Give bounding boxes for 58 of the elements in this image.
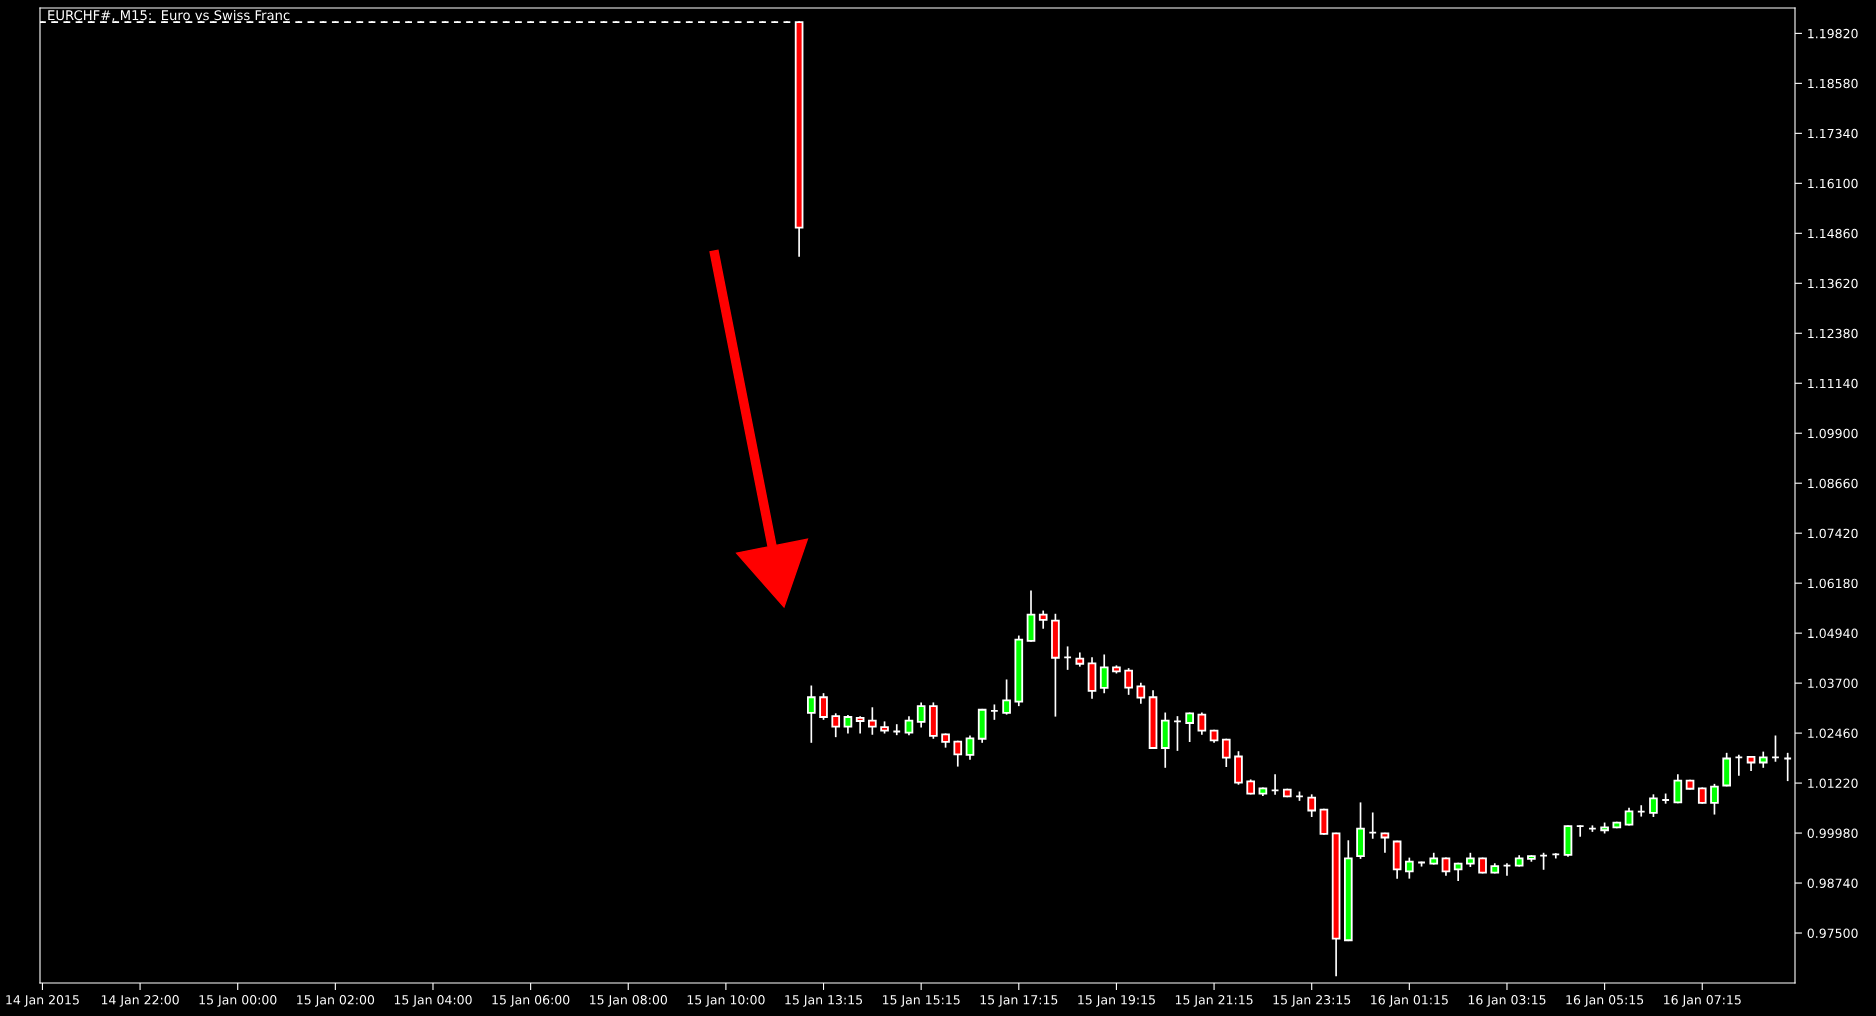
y-tick-label: 1.19820	[1808, 28, 1858, 39]
candlestick	[1673, 774, 1683, 804]
candlestick	[1124, 668, 1133, 695]
candlestick	[1405, 857, 1414, 879]
y-tick-label: 0.99980	[1807, 828, 1858, 838]
candlestick	[1002, 679, 1011, 715]
x-tick-label: 16 Jan 01:15	[1371, 995, 1448, 1007]
candlestick	[868, 707, 877, 735]
x-tick-label: 15 Jan 08:00	[590, 995, 667, 1007]
y-tick-label: 1.17340	[1808, 128, 1858, 139]
y-tick-label: 1.08660	[1808, 478, 1858, 489]
candlestick	[965, 735, 975, 760]
candlestick	[1197, 712, 1207, 735]
candlestick	[831, 713, 841, 738]
candlestick	[855, 716, 865, 734]
y-tick-label: 1.09900	[1808, 428, 1858, 439]
candlestick	[916, 702, 926, 728]
candlestick	[1136, 682, 1146, 704]
y-tick-label: 1.01220	[1808, 778, 1858, 789]
y-tick-label: 1.16100	[1808, 178, 1858, 189]
y-tick-label: 0.97500	[1807, 928, 1858, 938]
candlestick	[819, 693, 828, 720]
y-tick-label: 1.04940	[1808, 628, 1858, 639]
x-tick-label: 16 Jan 03:15	[1468, 995, 1546, 1007]
candlestick	[1710, 783, 1719, 815]
y-tick-label: 1.06180	[1808, 578, 1858, 589]
x-tick-label: 15 Jan 19:15	[1078, 995, 1155, 1007]
y-tick-label: 1.11140	[1808, 378, 1858, 389]
x-tick-label: 16 Jan 07:15	[1664, 995, 1741, 1007]
y-tick-label: 1.18580	[1808, 78, 1858, 89]
chart-title: EURCHF#, M15: Euro vs Swiss Franc	[48, 9, 290, 22]
candlestick	[1649, 794, 1658, 817]
y-tick-label: 1.12380	[1808, 328, 1858, 339]
x-tick-label: 15 Jan 04:00	[394, 995, 472, 1007]
candlestick	[1185, 712, 1194, 742]
y-tick-label: 1.07420	[1808, 528, 1858, 539]
y-tick-label: 1.13620	[1808, 278, 1858, 289]
x-tick-label: 15 Jan 17:15	[980, 995, 1058, 1007]
x-tick-label: 15 Jan 21:15	[1175, 995, 1253, 1007]
x-tick-label: 15 Jan 13:15	[785, 995, 863, 1007]
candlestick	[1307, 794, 1317, 817]
candlestick	[953, 740, 963, 767]
candlestick	[1099, 654, 1109, 694]
x-tick-label: 15 Jan 06:00	[492, 995, 570, 1007]
y-tick-label: 1.02460	[1808, 728, 1858, 739]
x-tick-label: 15 Jan 10:00	[687, 995, 765, 1007]
candlestick	[1221, 738, 1231, 767]
x-tick-label: 16 Jan 05:15	[1566, 995, 1644, 1007]
y-tick-label: 1.14860	[1808, 228, 1858, 239]
x-tick-label: 14 Jan 22:00	[101, 995, 179, 1007]
y-tick-label: 0.98740	[1807, 878, 1858, 888]
x-tick-label: 15 Jan 15:15	[882, 995, 960, 1007]
x-tick-label: 14 Jan 2015	[6, 995, 79, 1007]
y-tick-label: 1.03700	[1808, 678, 1858, 689]
candlestick	[806, 685, 816, 743]
x-tick-label: 15 Jan 23:15	[1273, 995, 1351, 1007]
x-tick-label: 15 Jan 00:00	[199, 995, 277, 1007]
x-tick-label: 15 Jan 02:00	[297, 995, 375, 1007]
